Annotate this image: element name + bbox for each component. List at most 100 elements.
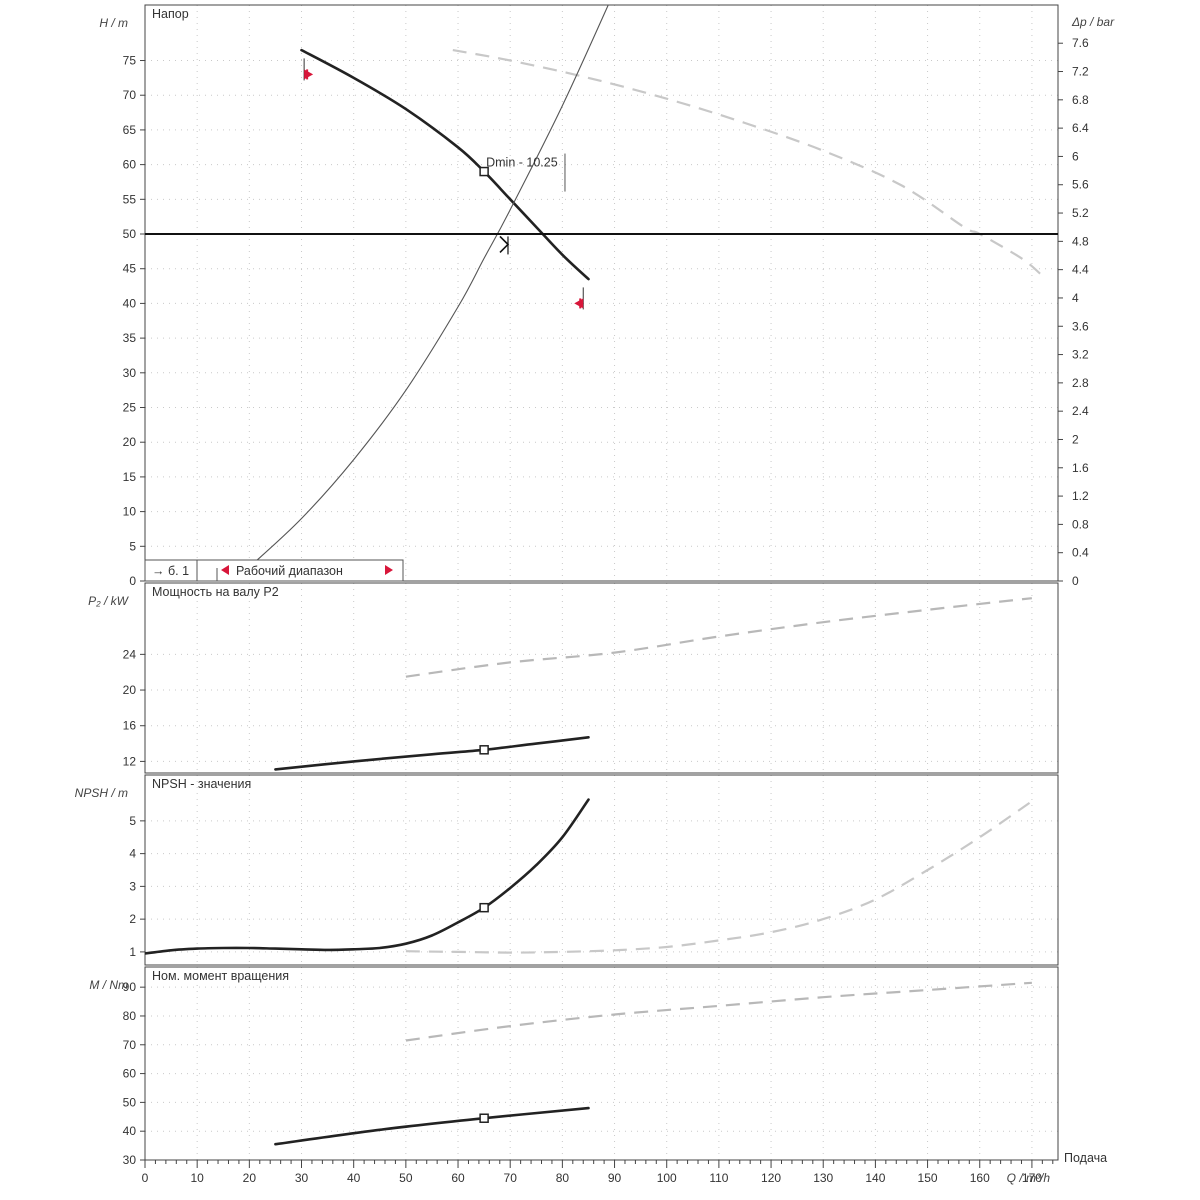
y-tick-label: 70: [123, 88, 137, 102]
series-line-pump-max: [405, 800, 1033, 954]
y-tick-label: 15: [123, 470, 137, 484]
y2-axis-label: Δp / bar: [1071, 15, 1115, 29]
y2-tick-label: 0.8: [1072, 517, 1089, 531]
x-tick-label: 50: [399, 1171, 413, 1185]
y2-tick-label: 5.2: [1072, 206, 1089, 220]
y-tick-label: 24: [123, 647, 137, 661]
legend-left-label: → б. 1: [152, 564, 189, 578]
y2-tick-label: 3.2: [1072, 348, 1089, 362]
y-tick-label: 12: [123, 754, 137, 768]
y-tick-label: 25: [123, 401, 137, 415]
y2-tick-label: 6: [1072, 149, 1079, 163]
panel-title: NPSH - значения: [152, 777, 251, 791]
y-tick-label: 75: [123, 54, 137, 68]
y-tick-label: 40: [123, 1124, 137, 1138]
x-tick-label: 140: [865, 1171, 885, 1185]
x-tick-label: 100: [657, 1171, 677, 1185]
y2-tick-label: 2: [1072, 432, 1079, 446]
series-line-pump-max: [405, 981, 1032, 1042]
y2-tick-label: 2.4: [1072, 404, 1089, 418]
x-tick-label: 160: [970, 1171, 990, 1185]
y-axis-label: P₂ / kW: [88, 594, 130, 608]
y-tick-label: 5: [129, 814, 136, 828]
y2-tick-label: 4.4: [1072, 263, 1089, 277]
series-line-pump-max: [405, 597, 1033, 678]
legend-range-marker-right: [385, 565, 393, 575]
y-tick-label: 30: [123, 1153, 137, 1167]
y-tick-label: 55: [123, 192, 137, 206]
y2-tick-label: 1.6: [1072, 461, 1089, 475]
y-tick-label: 16: [123, 719, 137, 733]
series-line-pump-max: [452, 49, 1044, 277]
x-tick-label: 0: [142, 1171, 149, 1185]
y-tick-label: 90: [123, 980, 137, 994]
y-tick-label: 70: [123, 1038, 137, 1052]
y2-tick-label: 0: [1072, 574, 1079, 588]
range-marker-flag: [574, 298, 584, 309]
y-tick-label: 40: [123, 296, 137, 310]
y-axis-label: M / Nm: [89, 978, 128, 992]
x-tick-label: 80: [556, 1171, 570, 1185]
x-tick-label: 170: [1022, 1171, 1042, 1185]
y2-tick-label: 5.6: [1072, 178, 1089, 192]
series-group: [274, 981, 1032, 1146]
x-tick-label: 10: [190, 1171, 204, 1185]
duty-point-marker: [479, 902, 489, 913]
duty-point-marker: [479, 166, 489, 177]
duty-point-marker: [479, 745, 489, 755]
panel-title: Мощность на валу P2: [152, 585, 279, 599]
series-group: [274, 597, 1033, 771]
chart-panel-3: 1 2 3 4 5 NPSH - значения NPSH / m: [75, 774, 1059, 966]
y2-tick-label: 0.4: [1072, 546, 1089, 560]
y-tick-label: 20: [123, 435, 137, 449]
y-tick-label: 10: [123, 505, 137, 519]
y-tick-label: 50: [123, 227, 137, 241]
x-tick-label: 90: [608, 1171, 622, 1185]
y-tick-label: 2: [129, 912, 136, 926]
y-tick-label: 20: [123, 683, 137, 697]
x-tick-label: 40: [347, 1171, 361, 1185]
y-tick-label: 35: [123, 331, 137, 345]
y-tick-label: 1: [129, 945, 136, 959]
y2-tick-label: 3.6: [1072, 319, 1089, 333]
y-tick-label: 3: [129, 879, 136, 893]
x-tick-label: 30: [295, 1171, 309, 1185]
x-tick-label: 150: [918, 1171, 938, 1185]
chart-panel-4: 30 40 50 60 70 80 90 Ном. момент вращения M / Nm…: [89, 966, 1107, 1185]
legend: → б. 1 Рабочий диапазон: [144, 559, 404, 582]
plot-frame: [144, 582, 1059, 774]
y-tick-label: 5: [129, 539, 136, 553]
x-tick-label: 60: [451, 1171, 465, 1185]
series-line-system: [248, 5, 609, 568]
series-group: [248, 5, 1044, 568]
duty-point-label: Dmin - 10.25: [486, 156, 558, 170]
range-marker-flag: [304, 69, 314, 80]
x-tick-label: 20: [243, 1171, 257, 1185]
y2-tick-label: 7.2: [1072, 65, 1089, 79]
x-axis-label: Q / m³/h: [1007, 1171, 1051, 1185]
x-tick-label: 110: [709, 1171, 728, 1185]
y-tick-label: 0: [129, 574, 136, 588]
panel-title: Напор: [152, 7, 189, 21]
plot-frame: [144, 774, 1059, 966]
duty-point-marker: [479, 1113, 489, 1123]
series-line-pump: [274, 736, 590, 771]
y-tick-label: 50: [123, 1095, 137, 1109]
y-tick-label: 45: [123, 262, 137, 276]
legend-box: [144, 559, 404, 582]
series-line-pump: [145, 798, 590, 955]
y2-tick-label: 4: [1072, 291, 1079, 305]
y-tick-label: 60: [123, 158, 137, 172]
y-tick-label: 30: [123, 366, 137, 380]
y-axis-label: H / m: [99, 16, 128, 30]
y-axis-label: NPSH / m: [75, 786, 128, 800]
y2-tick-label: 7.6: [1072, 36, 1089, 50]
series-line-pump: [274, 1106, 590, 1146]
y2-tick-label: 4.8: [1072, 234, 1089, 248]
y2-tick-label: 6.4: [1072, 121, 1089, 135]
y-tick-label: 65: [123, 123, 137, 137]
panel-title: Ном. момент вращения: [152, 969, 289, 983]
legend-range-label: Рабочий диапазон: [236, 564, 343, 578]
y-tick-label: 4: [129, 847, 136, 861]
